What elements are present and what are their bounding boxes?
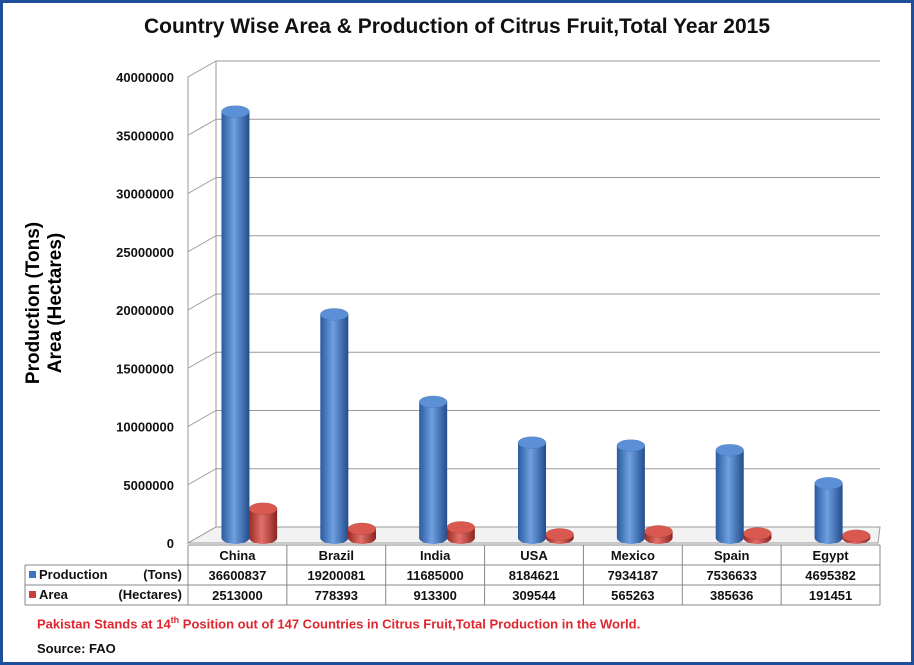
production-bar-top: [418, 395, 448, 409]
production-bar: [320, 314, 349, 538]
y-tick-label: 30000000: [116, 187, 174, 202]
area-bar-top: [545, 528, 574, 541]
gridline-diagonal: [187, 351, 217, 369]
area-bar-base: [249, 532, 278, 544]
table-value: 385636: [710, 588, 753, 603]
y-tick-label: 0: [167, 536, 174, 551]
production-bar-top: [221, 105, 250, 118]
x-category-label: Brazil: [319, 548, 354, 563]
production-bar-top: [517, 436, 547, 449]
area-bar-top: [248, 502, 278, 515]
production-bar: [419, 401, 448, 538]
table-value: 11685000: [407, 568, 464, 583]
gridline-diagonal: [187, 235, 217, 253]
table-value: 36600837: [209, 568, 267, 583]
production-bar: [814, 483, 843, 538]
legend-series-name: Area: [39, 587, 69, 602]
production-bar-base: [221, 532, 250, 544]
footnote-sup: th: [170, 615, 180, 625]
x-category-label: Egypt: [813, 548, 850, 563]
y-tick-label: 40000000: [116, 70, 174, 85]
area-bar-top: [446, 521, 476, 534]
production-bar-base: [419, 532, 448, 544]
production-bar: [715, 450, 744, 538]
area-bar-top: [842, 529, 871, 543]
gridline-diagonal: [187, 60, 217, 78]
source-label: Source: FAO: [37, 641, 116, 656]
area-bar-base: [446, 532, 475, 544]
table-value: 2513000: [212, 588, 263, 603]
y-tick-label: 25000000: [116, 245, 174, 260]
production-bar-base: [320, 532, 349, 544]
area-bar-top: [743, 527, 772, 540]
table-value: 19200081: [307, 568, 365, 583]
table-value: 8184621: [509, 568, 560, 583]
production-bar: [221, 111, 250, 538]
production-bar: [616, 445, 645, 538]
table-value: 7934187: [608, 568, 659, 583]
table-value: 778393: [315, 588, 358, 603]
production-bar-top: [320, 308, 349, 321]
gridline-diagonal: [187, 410, 217, 427]
x-category-label: USA: [520, 548, 548, 563]
y-tick-label: 5000000: [123, 478, 174, 493]
production-bar-base: [814, 532, 843, 544]
footnote: Pakistan Stands at 14th Position out of …: [37, 615, 640, 631]
y-tick-label: 10000000: [116, 420, 174, 435]
gridline-diagonal: [187, 293, 217, 311]
production-bar: [518, 442, 547, 538]
table-value: 4695382: [805, 568, 856, 583]
area-bar-base: [347, 532, 376, 544]
table-value: 565263: [611, 588, 654, 603]
production-bar-top: [814, 477, 843, 490]
x-category-label: Mexico: [611, 548, 655, 563]
gridline-diagonal: [187, 177, 217, 194]
x-category-label: China: [219, 548, 256, 563]
table-value: 7536633: [706, 568, 757, 583]
footnote-prefix: Pakistan Stands at 14: [37, 616, 171, 632]
production-bar-base: [518, 532, 547, 544]
gridline-diagonal: [187, 468, 217, 486]
table-value: 191451: [809, 588, 852, 603]
production-bar-base: [616, 532, 645, 544]
y-tick-label: 20000000: [116, 303, 174, 318]
legend-swatch: [29, 591, 36, 598]
gridline-diagonal: [187, 118, 217, 136]
y-tick-label: 35000000: [116, 128, 174, 143]
production-bar-top: [616, 439, 646, 452]
production-bar-top: [715, 443, 744, 457]
area-bar-top: [644, 525, 673, 538]
production-bar-base: [715, 532, 744, 544]
legend-swatch: [29, 571, 36, 578]
x-category-label: Spain: [714, 548, 749, 563]
chart-title: Country Wise Area & Production of Citrus…: [143, 15, 771, 38]
table-value: 309544: [512, 588, 556, 603]
area-bar-top: [347, 522, 377, 536]
legend-series-name: Production: [39, 567, 108, 582]
footnote-suffix: Position out of 147 Countries in Citrus …: [179, 616, 641, 632]
legend-series-unit: (Hectares): [118, 587, 182, 602]
x-category-label: India: [420, 548, 451, 563]
table-value: 913300: [413, 588, 456, 603]
y-tick-label: 15000000: [116, 361, 174, 376]
legend-series-unit: (Tons): [143, 567, 182, 582]
